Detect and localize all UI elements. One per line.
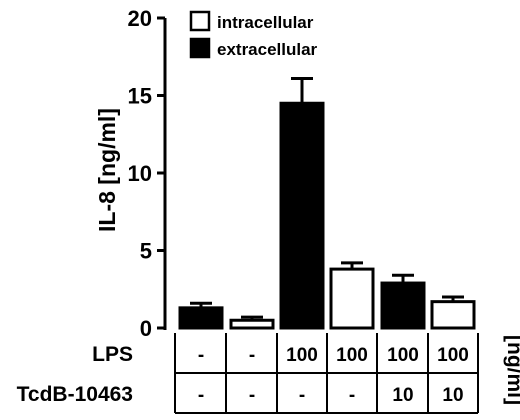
condition-cell: - [198,385,204,406]
y-tick-label: 0 [140,316,152,341]
bar-intracellular [229,318,275,330]
condition-cell: 100 [286,345,318,366]
bar-intracellular [430,300,476,330]
condition-cell: - [249,345,255,366]
y-tick-label: 5 [140,239,152,264]
row-label-tcdb-10463: TcdB-10463 [17,383,133,406]
bars [178,76,476,330]
condition-unit-label: [ng/ml] [503,335,520,405]
y-axis-label: IL-8 [ng/ml] [94,108,120,232]
bar-extracellular [178,306,224,330]
y-tick-label: 10 [128,161,152,186]
bar-extracellular [380,281,426,330]
legend-label-intracellular: intracellular [217,13,314,32]
condition-cell: - [349,385,355,406]
bar-extracellular [279,101,325,330]
condition-cell: - [299,385,305,406]
y-tick-label: 20 [128,6,152,31]
y-axis: 0 5 10 15 20 [128,6,167,341]
condition-cell: 10 [392,385,413,406]
condition-cell: 10 [442,385,463,406]
legend-swatch-intracellular [189,10,211,32]
condition-cell: - [249,385,255,406]
legend-label-extracellular: extracellular [217,40,318,59]
condition-cell: 100 [387,345,419,366]
y-tick-label: 15 [128,84,152,109]
condition-cell: 100 [437,345,469,366]
condition-cell: 100 [336,345,368,366]
legend-swatch-extracellular [189,37,211,59]
condition-cell: - [198,345,204,366]
bar-intracellular [329,267,375,330]
legend: intracellular extracellular [189,10,318,59]
condition-table: LPS - - 100 100 100 100 TcdB-10463 - - - - 10 10 [17,333,479,414]
row-label-lps: LPS [92,343,133,366]
